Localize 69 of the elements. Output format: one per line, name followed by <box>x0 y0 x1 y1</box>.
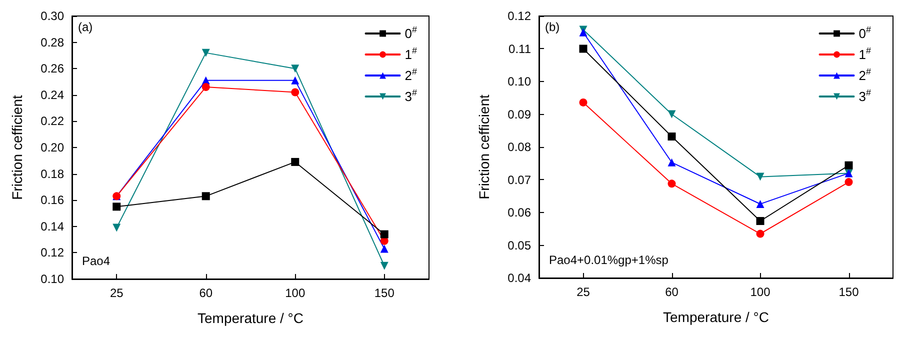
y-tick-label: 0.14 <box>40 219 64 234</box>
point <box>756 217 764 226</box>
point <box>579 28 588 36</box>
y-tick-label: 0.28 <box>40 35 64 50</box>
y-tick-label: 0.06 <box>508 206 532 220</box>
point <box>844 178 853 186</box>
point <box>112 224 121 232</box>
legend-label: 1# <box>404 46 418 62</box>
point <box>380 230 388 238</box>
point <box>756 230 764 238</box>
x-tick-label: 60 <box>665 285 679 299</box>
legend-label: 2# <box>404 66 418 83</box>
x-tick-label: 25 <box>110 286 124 300</box>
point <box>579 98 588 106</box>
x-tick-label: 60 <box>199 286 213 300</box>
x-tick-label: 100 <box>285 286 306 300</box>
y-tick-label: 0.09 <box>508 107 532 122</box>
legend-label: 3# <box>404 88 418 104</box>
y-tick-label: 0.22 <box>40 114 64 128</box>
y-tick-label: 0.07 <box>508 172 532 187</box>
y-tick-label: 0.10 <box>40 272 64 286</box>
annotation: Pao4+0.01%gp+1%sp <box>549 253 669 267</box>
y-tick-label: 0.12 <box>508 9 532 23</box>
y-tick-label: 0.30 <box>40 9 64 23</box>
y-tick-label: 0.04 <box>508 271 532 285</box>
annotation: (b) <box>545 20 560 34</box>
point <box>112 202 121 211</box>
point <box>380 244 388 253</box>
legend-label: 2# <box>858 66 872 83</box>
x-tick-label: 100 <box>750 285 771 299</box>
annotation: Pao4 <box>82 254 110 268</box>
legend-label: 3# <box>858 88 872 104</box>
legend-label: 0# <box>404 24 418 41</box>
annotation: (a) <box>78 20 93 34</box>
x-axis-title: Temperature / °C <box>198 310 304 326</box>
y-axis-title: Friction cefficient <box>9 95 25 200</box>
x-tick-label: 25 <box>576 285 590 299</box>
y-tick-label: 0.08 <box>508 140 532 154</box>
point <box>668 180 676 188</box>
point <box>291 64 300 73</box>
point <box>380 262 388 270</box>
y-tick-label: 0.24 <box>40 88 64 102</box>
point <box>756 172 764 181</box>
y-axis-title: Friction cefficient <box>476 94 492 200</box>
point <box>844 161 853 170</box>
y-tick-label: 0.12 <box>40 246 64 260</box>
y-tick-label: 0.16 <box>40 193 64 208</box>
y-tick-label: 0.11 <box>508 42 532 56</box>
y-tick-label: 0.10 <box>508 74 532 88</box>
legend-label: 0# <box>858 24 872 41</box>
point <box>756 200 764 208</box>
x-axis-title: Temperature / °C <box>663 309 769 325</box>
point <box>291 88 300 96</box>
point <box>668 110 676 118</box>
point <box>579 44 588 53</box>
y-tick-label: 0.26 <box>40 62 64 76</box>
point <box>668 158 676 166</box>
point <box>202 192 210 200</box>
y-tick-label: 0.05 <box>508 238 532 252</box>
point <box>291 158 300 166</box>
y-tick-label: 0.18 <box>40 166 64 181</box>
point <box>202 48 210 57</box>
legend-label: 1# <box>858 46 872 62</box>
point <box>668 132 676 141</box>
x-tick-label: 150 <box>838 285 860 299</box>
point <box>202 83 210 92</box>
point <box>291 76 300 84</box>
y-tick-label: 0.20 <box>40 140 64 154</box>
x-tick-label: 150 <box>374 286 395 300</box>
